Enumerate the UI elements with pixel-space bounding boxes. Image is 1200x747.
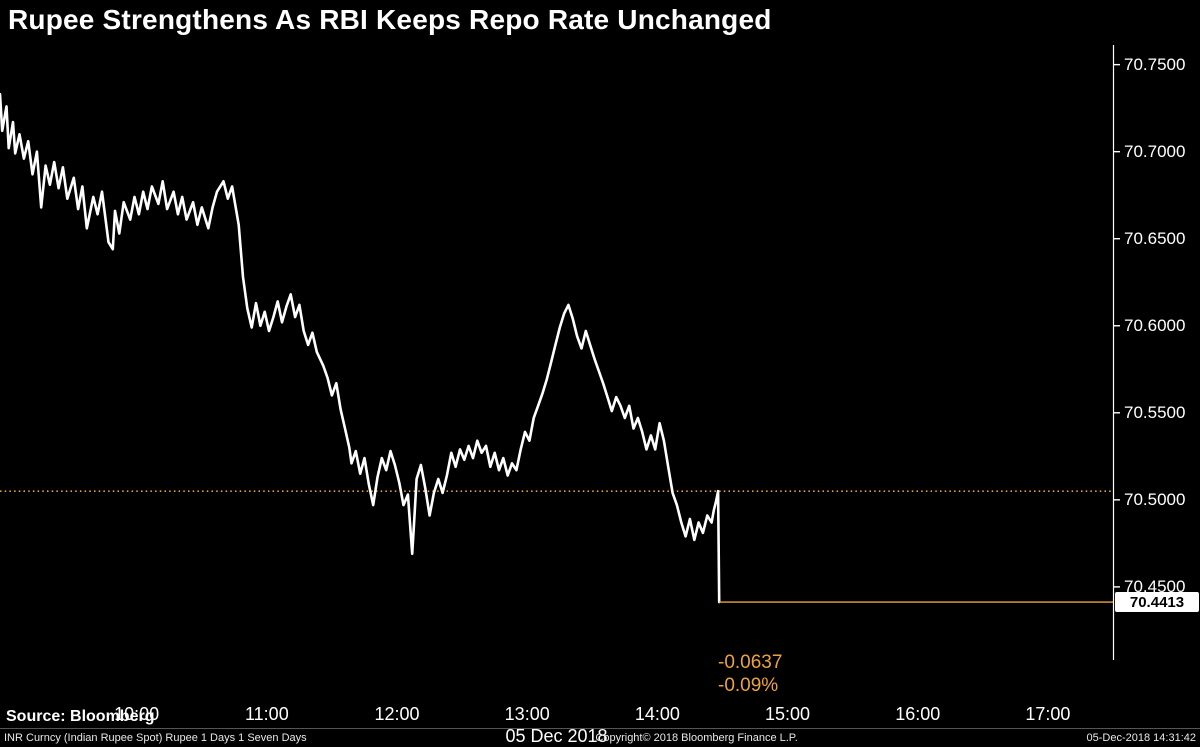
change-annotation: -0.0637	[718, 652, 783, 673]
x-axis-label: 14:00	[634, 704, 680, 724]
y-axis-label: 70.6500	[1124, 228, 1186, 248]
x-axis-label: 13:00	[504, 704, 550, 724]
x-axis-label: 11:00	[245, 704, 289, 724]
y-axis-label: 70.4500	[1124, 576, 1186, 596]
terminal-footer: INR Curncy (Indian Rupee Spot) Rupee 1 D…	[0, 728, 1200, 746]
x-axis-label: 12:00	[374, 704, 420, 724]
source-attribution: Source: Bloomberg	[6, 708, 155, 725]
x-axis-label: 16:00	[895, 704, 941, 724]
x-axis-label: 10:00	[114, 704, 160, 724]
y-axis-label: 70.7500	[1124, 54, 1186, 74]
x-axis-label: 15:00	[765, 704, 811, 724]
footer-timestamp: 05-Dec-2018 14:31:42	[1086, 731, 1196, 744]
y-axis-label: 70.5500	[1124, 402, 1186, 422]
last-price-badge: 70.4413	[1115, 592, 1199, 613]
price-series-line	[0, 92, 721, 604]
change-percent-annotation: -0.09%	[718, 675, 779, 696]
footer-ticker-info: INR Curncy (Indian Rupee Spot) Rupee 1 D…	[4, 731, 307, 744]
chart-title: Rupee Strengthens As RBI Keeps Repo Rate…	[8, 4, 772, 35]
x-axis-date-label: 05 Dec 2018	[505, 726, 608, 746]
y-axis-label: 70.5000	[1124, 489, 1186, 509]
x-axis-label: 17:00	[1025, 704, 1071, 724]
footer-copyright: Copyright© 2018 Bloomberg Finance L.P.	[595, 731, 798, 744]
y-axis-label: 70.6000	[1124, 315, 1186, 335]
price-chart: 70.7500 70.7000 70.6500 70.6000 70.5500 70.50…	[0, 42, 1200, 746]
y-axis-label: 70.7000	[1124, 141, 1186, 161]
price-chart-canvas	[0, 45, 1120, 660]
